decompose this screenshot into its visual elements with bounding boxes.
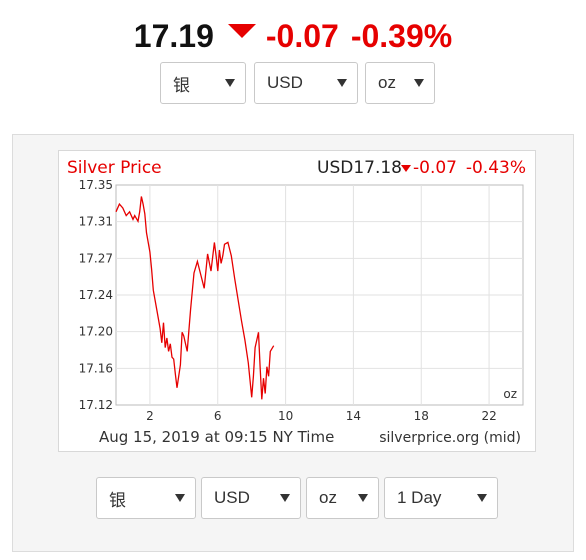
chevron-down-icon	[337, 79, 347, 87]
y-tick-label: 17.35	[79, 178, 113, 192]
y-tick-label: 17.24	[79, 288, 113, 302]
chevron-down-icon	[477, 494, 487, 502]
chart-footer-date: Aug 15, 2019 at 09:15 NY Time	[99, 428, 334, 446]
chevron-down-icon	[358, 494, 368, 502]
x-tick-label: 6	[214, 409, 222, 423]
y-tick-label: 17.16	[79, 361, 113, 375]
top-metal-select-value: 银	[173, 75, 190, 95]
bottom-currency-select-value: USD	[214, 488, 250, 507]
top-metal-select[interactable]: 银	[160, 62, 246, 104]
x-tick-label: 10	[278, 409, 293, 423]
price-change-percent: -0.39%	[350, 17, 453, 54]
bottom-metal-select-value: 银	[109, 490, 126, 510]
chart-unit-label: oz	[503, 387, 517, 401]
chart-header-price: USD17.18	[317, 158, 402, 178]
y-tick-label: 17.31	[79, 215, 113, 229]
down-arrow-icon	[227, 24, 256, 38]
silver-price-chart: 17.35 17.31 17.27 17.24 17.20 17.16 17.12 2 6 10…	[58, 150, 536, 452]
chart-title: Silver Price	[67, 158, 162, 178]
chevron-down-icon	[280, 494, 290, 502]
chevron-down-icon	[225, 79, 235, 87]
price-series-line	[115, 196, 275, 400]
chart-down-arrow-icon	[401, 165, 411, 172]
chevron-down-icon	[175, 494, 185, 502]
y-tick-label: 17.20	[79, 325, 113, 339]
top-unit-select[interactable]: oz	[365, 62, 435, 104]
bottom-currency-select[interactable]: USD	[201, 477, 301, 519]
top-unit-select-value: oz	[378, 73, 396, 92]
bottom-range-select[interactable]: 1 Day	[384, 477, 498, 519]
chart-header-percent: -0.43%	[466, 158, 526, 178]
top-currency-select-value: USD	[267, 73, 303, 92]
x-tick-label: 22	[481, 409, 496, 423]
bottom-unit-select[interactable]: oz	[306, 477, 379, 519]
current-price: 17.19	[133, 17, 214, 54]
bottom-metal-select[interactable]: 银	[96, 477, 196, 519]
bottom-unit-select-value: oz	[319, 488, 337, 507]
chart-header-change: -0.07	[413, 158, 457, 178]
bottom-range-select-value: 1 Day	[397, 488, 442, 507]
chart-footer-source: silverprice.org (mid)	[379, 430, 521, 446]
x-tick-label: 18	[414, 409, 429, 423]
price-change: -0.07	[265, 17, 339, 54]
y-tick-label: 17.12	[79, 398, 113, 412]
x-tick-label: 2	[146, 409, 154, 423]
price-ticker: 17.19 -0.07 -0.39%	[0, 14, 586, 58]
chevron-down-icon	[414, 79, 424, 87]
y-tick-label: 17.27	[79, 251, 113, 265]
top-currency-select[interactable]: USD	[254, 62, 358, 104]
x-tick-label: 14	[346, 409, 361, 423]
chart-svg: 17.35 17.31 17.27 17.24 17.20 17.16 17.12 2 6 10…	[67, 158, 526, 446]
